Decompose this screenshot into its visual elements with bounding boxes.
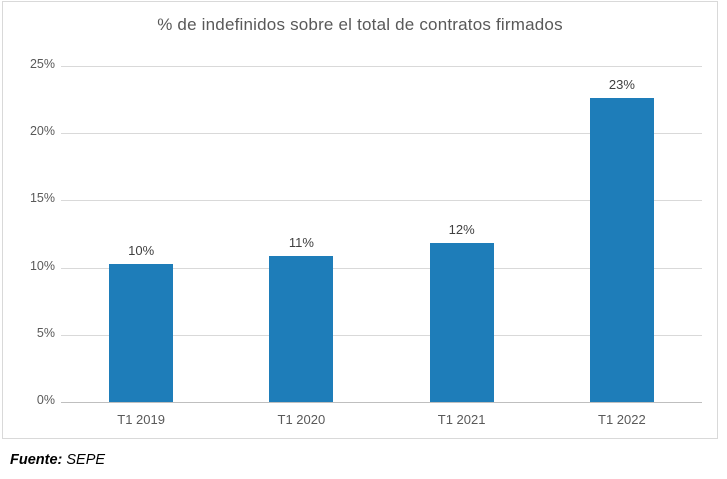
bar-value-label: 10% (128, 242, 155, 258)
source-label: Fuente: (10, 452, 63, 468)
source-value: SEPE (62, 452, 106, 468)
gridline (61, 200, 702, 202)
gridline (61, 66, 702, 67)
plot-area: 10% T1 2019 11% T1 2020 12% T1 2021 23% T1 2022 (61, 66, 702, 427)
y-tick-label: 25% (29, 57, 55, 71)
y-tick-label: 0% (36, 393, 55, 407)
chart-title: % de indefinidos sobre el total de contr… (157, 15, 563, 34)
bar-t1-2020 (269, 255, 334, 402)
bar-t1-2021 (429, 243, 494, 402)
bar-value-label: 12% (448, 222, 475, 238)
x-tick-label: T1 2022 (598, 412, 646, 427)
gridline (61, 267, 702, 269)
x-tick-label: T1 2021 (437, 412, 486, 427)
x-axis-line (61, 402, 702, 403)
gridline (61, 334, 702, 336)
x-tick-label: T1 2020 (277, 412, 326, 427)
bar-value-label: 23% (608, 77, 635, 93)
y-tick-label: 5% (36, 325, 55, 340)
bar-value-label: 11% (288, 234, 314, 250)
y-tick-label: 20% (29, 124, 55, 139)
y-tick-label: 10% (29, 258, 55, 273)
chart-frame: % de indefinidos sobre el total de contr… (2, 1, 718, 439)
x-tick-label: T1 2019 (117, 412, 165, 427)
y-tick-label: 15% (29, 191, 55, 206)
bar-t1-2022 (589, 98, 654, 402)
bar-t1-2019 (109, 263, 174, 402)
source-note: Fuente: SEPE (10, 452, 105, 468)
gridline (61, 133, 702, 135)
